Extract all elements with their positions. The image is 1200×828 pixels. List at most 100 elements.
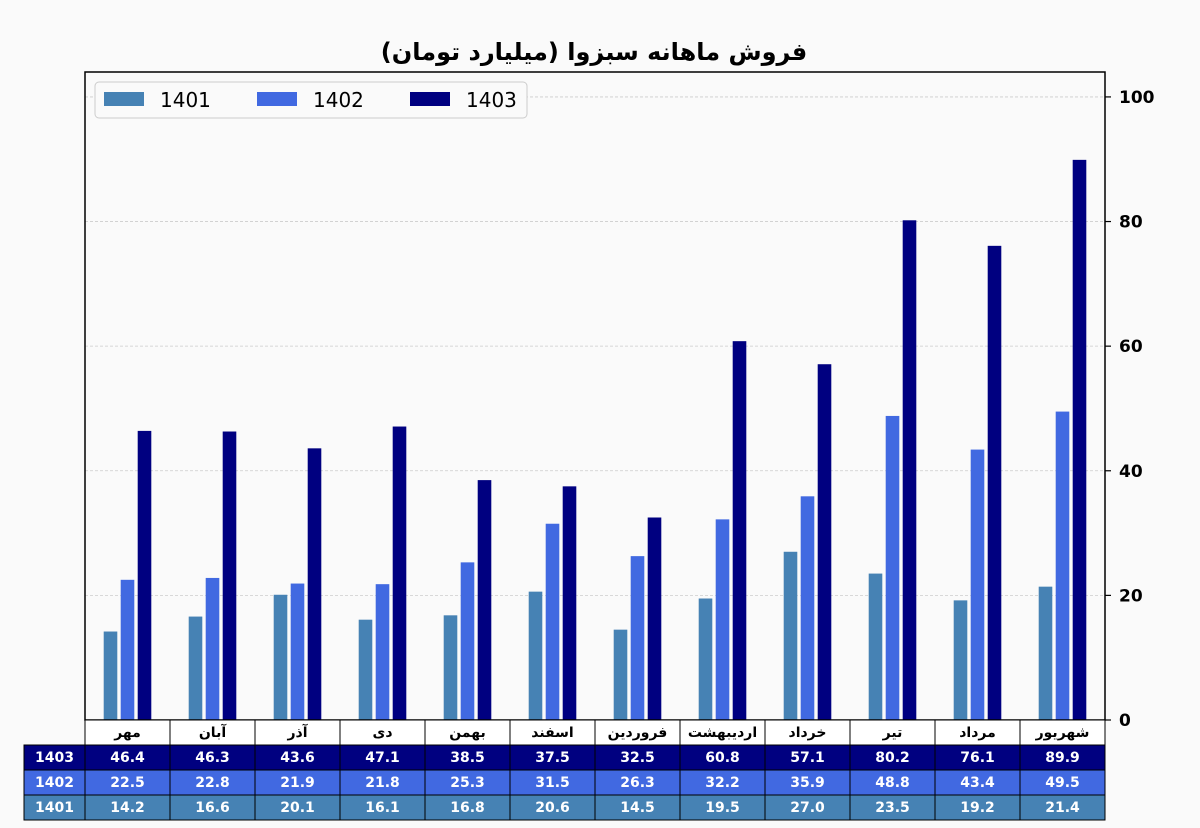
bars: [103, 159, 1087, 721]
table-cell: [679, 769, 766, 796]
table-row-label-cell: [23, 769, 86, 796]
bar-1403: [222, 431, 237, 720]
table-cell-value: 37.5: [535, 750, 570, 766]
bar-1401: [1038, 586, 1053, 720]
plot-frame: [84, 71, 1106, 721]
bar-1401: [188, 616, 203, 720]
y-tick-label: 60: [1119, 337, 1143, 357]
table-cell-value: 43.4: [960, 775, 995, 791]
bar-1403: [817, 364, 832, 720]
table-cell-value: 57.1: [790, 750, 825, 766]
bar-1402: [630, 556, 645, 720]
legend: 1401 1402 1403: [94, 81, 528, 119]
table-cell: [339, 769, 426, 796]
table-cell-value: 60.8: [705, 750, 740, 766]
table-cell-value: 31.5: [535, 775, 570, 791]
bar-1402: [970, 449, 985, 720]
bar-1402: [545, 523, 560, 720]
table-cell-value: 21.8: [365, 775, 400, 791]
table-cell-value: 16.6: [195, 800, 230, 816]
month-label: مرداد: [959, 725, 996, 741]
table-header-cell: [594, 719, 681, 746]
bar-1403: [477, 480, 492, 720]
table-cell-value: 43.6: [280, 750, 315, 766]
table-cell-value: 48.8: [875, 775, 910, 791]
bar-1402: [885, 415, 900, 720]
bar-1401: [868, 573, 883, 720]
table-cell: [254, 769, 341, 796]
table-cell-value: 47.1: [365, 750, 400, 766]
table-header-cell: [1019, 719, 1106, 746]
table-cell-value: 46.3: [195, 750, 230, 766]
bar-1403: [307, 448, 322, 720]
table-cell-value: 89.9: [1045, 750, 1080, 766]
table-cell-value: 16.8: [450, 800, 485, 816]
bar-1402: [715, 519, 730, 720]
bar-1402: [375, 584, 390, 720]
bar-1402: [120, 579, 135, 720]
y-tick-label: 100: [1119, 88, 1155, 108]
y-tick-label: 20: [1119, 586, 1143, 606]
table-cell: [1019, 744, 1106, 771]
bar-1403: [392, 426, 407, 720]
chart-title: فروش ماهانه سبزوا (میلیارد تومان): [381, 38, 807, 66]
bar-1401: [953, 600, 968, 720]
table-cell-value: 32.5: [620, 750, 655, 766]
table-cell: [934, 744, 1021, 771]
table-cell: [509, 794, 596, 821]
month-label: شهریور: [1035, 725, 1090, 741]
table-header-cell: [934, 719, 1021, 746]
bar-1403: [562, 486, 577, 720]
table-cell: [764, 769, 851, 796]
table-cell: [424, 794, 511, 821]
bar-1403: [137, 430, 152, 720]
table-header-cell: [679, 719, 766, 746]
table-cell-value: 76.1: [960, 750, 995, 766]
bar-1402: [460, 562, 475, 720]
month-label: تیر: [882, 725, 903, 741]
bar-1401: [783, 551, 798, 720]
table-cell: [764, 794, 851, 821]
bar-1401: [273, 594, 288, 720]
bar-1401: [698, 598, 713, 720]
legend-label-1403: 1403: [466, 88, 517, 112]
table-cell-value: 19.5: [705, 800, 740, 816]
table-cell-value: 20.1: [280, 800, 315, 816]
table-cell: [849, 794, 936, 821]
data-table: مهر آبان آذر دی بهمن اسفند فروردین اردیبهشت خردا…: [23, 719, 1106, 821]
bar-1401: [528, 591, 543, 720]
bar-1403: [732, 341, 747, 720]
bar-1401: [443, 615, 458, 720]
table-cell: [1019, 769, 1106, 796]
month-label: دی: [372, 725, 392, 741]
y-tick-label: 40: [1119, 462, 1143, 482]
table-cell-value: 16.1: [365, 800, 400, 816]
table-cell-value: 49.5: [1045, 775, 1080, 791]
legend-label-1401: 1401: [160, 88, 211, 112]
table-header-cell: [509, 719, 596, 746]
table-cell: [934, 794, 1021, 821]
legend-box: [94, 81, 528, 119]
table-cell: [849, 744, 936, 771]
legend-swatch-1403: [410, 92, 450, 106]
table-cell: [594, 794, 681, 821]
table-cell-value: 23.5: [875, 800, 910, 816]
y-tick-label: 80: [1119, 213, 1143, 233]
legend-swatch-1401: [104, 92, 144, 106]
table-row-label: 1403: [35, 750, 74, 766]
table-cell: [679, 744, 766, 771]
y-tick-label: 0: [1119, 711, 1131, 731]
table-cell-value: 22.5: [110, 775, 145, 791]
bar-1401: [613, 629, 628, 720]
table-cell: [84, 769, 171, 796]
month-label: خرداد: [789, 725, 827, 741]
grid-lines: [85, 96, 1105, 596]
table-cell: [169, 744, 256, 771]
bar-1403: [647, 517, 662, 720]
table-cell-value: 35.9: [790, 775, 825, 791]
table-cell-value: 21.9: [280, 775, 315, 791]
month-label: آبان: [199, 723, 227, 741]
bar-1403: [987, 245, 1002, 721]
month-label: آذر: [286, 723, 308, 741]
